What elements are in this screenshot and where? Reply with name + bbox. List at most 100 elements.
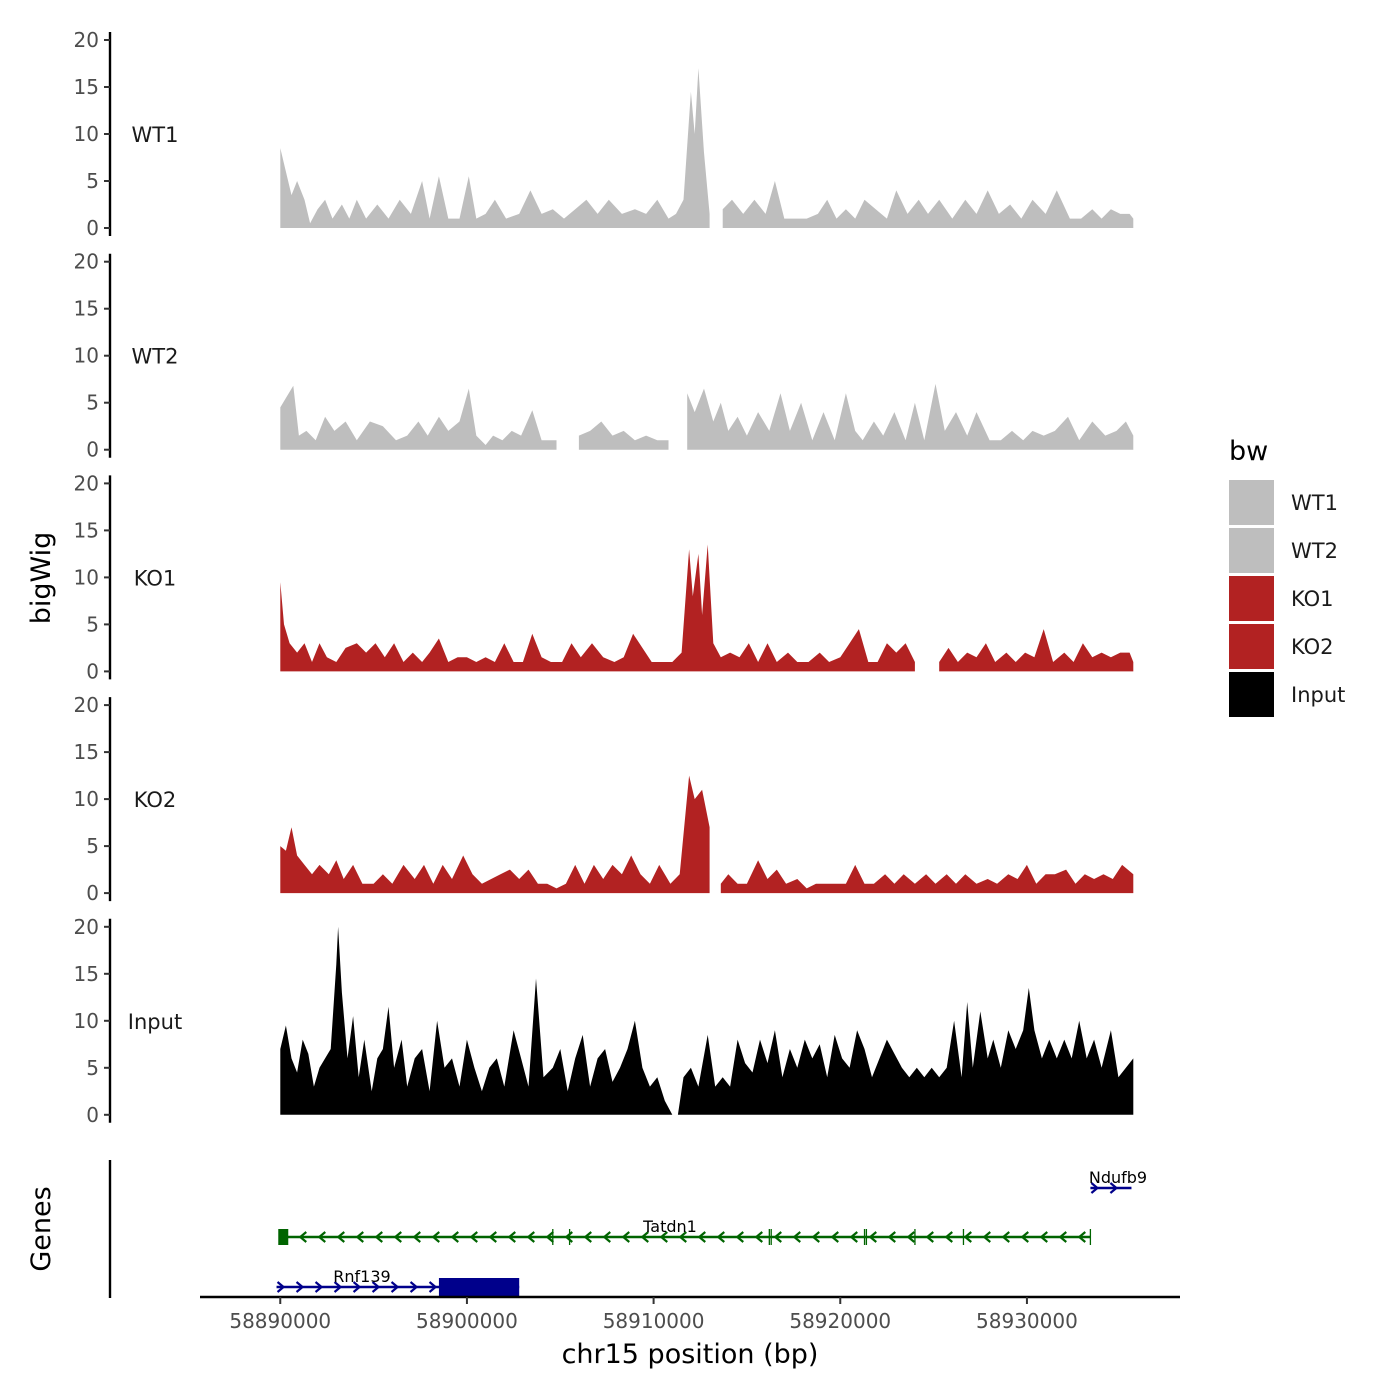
y-tick-label: 5	[86, 612, 99, 636]
area-wt1	[722, 181, 1134, 228]
gene-label: Rnf139	[333, 1267, 390, 1286]
legend-swatch	[1229, 672, 1274, 717]
track-label-ko1: KO1	[134, 566, 177, 590]
area-wt2	[578, 421, 669, 450]
legend: bw WT1 WT2 KO1 KO2 Input	[1229, 436, 1345, 717]
strand-arrow	[944, 1231, 953, 1243]
legend-item-ko1: KO1	[1229, 576, 1334, 621]
legend-item-input: Input	[1229, 672, 1345, 717]
strand-arrow	[295, 1281, 305, 1293]
area-ko2	[720, 860, 1134, 894]
gene-rnf139: Rnf139	[276, 1267, 520, 1296]
legend-swatch	[1229, 480, 1274, 525]
track-wt1: 0 5 10 15 20 WT1	[74, 28, 1134, 240]
strand-arrow	[298, 1231, 307, 1243]
strand-arrow	[314, 1281, 324, 1293]
y-tick-label: 20	[74, 250, 99, 274]
y-tick-label: 5	[86, 391, 99, 415]
strand-arrow	[355, 1231, 364, 1243]
y-tick-label: 0	[86, 438, 99, 462]
gene-tatdn1: Tatdn1	[278, 1217, 1092, 1245]
exon-block	[438, 1278, 520, 1296]
area-ko2	[280, 775, 710, 894]
strand-arrow	[564, 1231, 573, 1243]
strand-arrow	[428, 1281, 438, 1293]
strand-arrow	[450, 1231, 459, 1243]
y-tick-label: 10	[74, 565, 99, 589]
strand-arrow	[868, 1231, 877, 1243]
strand-arrow	[583, 1231, 592, 1243]
strand-arrow	[925, 1231, 934, 1243]
strand-arrow	[754, 1231, 763, 1243]
strand-arrow	[507, 1231, 516, 1243]
y-tick-label: 20	[74, 28, 99, 52]
strand-arrow	[1090, 1182, 1100, 1194]
y-tick-label: 10	[74, 344, 99, 368]
x-tick-label: 58910000	[603, 1309, 705, 1333]
strand-arrow	[849, 1231, 858, 1243]
y-tick-label: 20	[74, 915, 99, 939]
legend-label: KO1	[1291, 587, 1334, 611]
x-tick-label: 58890000	[229, 1309, 331, 1333]
genes-track: Ndufb9 Tatdn1 Rnf139	[108, 1160, 1147, 1298]
y-tick-label: 15	[74, 962, 99, 986]
track-label-wt2: WT2	[132, 345, 179, 369]
legend-item-wt1: WT1	[1229, 480, 1338, 525]
signal-tracks: 0 5 10 15 20 WT1 0 5 10 15 20 WT2 0 5 10 15 20 KO1 0 5 10 15 2…	[74, 28, 1134, 1127]
strand-arrow	[602, 1231, 611, 1243]
strand-arrow	[431, 1231, 440, 1243]
y-tick-label: 5	[86, 169, 99, 193]
y-tick-label: 0	[86, 881, 99, 905]
strand-arrow	[352, 1281, 362, 1293]
strand-arrow	[640, 1231, 649, 1243]
legend-title: bw	[1229, 436, 1268, 467]
strand-arrow	[830, 1231, 839, 1243]
area-ko1	[939, 629, 1134, 672]
y-tick-label: 10	[74, 1009, 99, 1033]
x-tick-label: 58930000	[976, 1309, 1078, 1333]
strand-arrow	[906, 1231, 915, 1243]
y-tick-label: 20	[74, 471, 99, 495]
y-tick-label: 15	[74, 740, 99, 764]
strand-arrow	[276, 1281, 286, 1293]
y-tick-label: 0	[86, 659, 99, 683]
strand-arrow	[1020, 1231, 1029, 1243]
strand-arrow	[333, 1281, 343, 1293]
x-tick-label: 58920000	[789, 1309, 891, 1333]
strand-arrow	[887, 1231, 896, 1243]
strand-arrow	[697, 1231, 706, 1243]
strand-arrow	[317, 1231, 326, 1243]
track-ko2: 0 5 10 15 20 KO2	[74, 693, 1134, 905]
strand-arrow	[735, 1231, 744, 1243]
y-tick-label: 20	[74, 693, 99, 717]
y-tick-label: 0	[86, 1103, 99, 1127]
track-label-input: Input	[128, 1010, 182, 1034]
strand-arrow	[659, 1231, 668, 1243]
gene-label: Ndufb9	[1089, 1168, 1147, 1187]
strand-arrow	[1109, 1182, 1119, 1194]
legend-item-ko2: KO2	[1229, 624, 1334, 669]
strand-arrow	[545, 1231, 554, 1243]
strand-arrow	[409, 1281, 419, 1293]
exon-block	[278, 1229, 289, 1245]
area-wt2	[280, 385, 557, 450]
gene-label: Tatdn1	[642, 1217, 697, 1236]
strand-arrow	[811, 1231, 820, 1243]
strand-arrow	[488, 1231, 497, 1243]
strand-arrow	[469, 1231, 478, 1243]
strand-arrow	[374, 1231, 383, 1243]
strand-arrow	[792, 1231, 801, 1243]
strand-arrow	[526, 1231, 535, 1243]
strand-arrow	[1001, 1231, 1010, 1243]
strand-arrow	[963, 1231, 972, 1243]
track-ko1: 0 5 10 15 20 KO1	[74, 471, 1134, 683]
legend-item-wt2: WT2	[1229, 528, 1338, 573]
strand-arrow	[716, 1231, 725, 1243]
strand-arrow	[773, 1231, 782, 1243]
track-input: 0 5 10 15 20 Input	[74, 915, 1134, 1127]
x-axis: 58890000 58900000 58910000 58920000 58930000	[200, 1295, 1180, 1333]
area-wt2	[687, 383, 1134, 450]
legend-swatch	[1229, 528, 1274, 573]
x-tick-label: 58900000	[416, 1309, 518, 1333]
